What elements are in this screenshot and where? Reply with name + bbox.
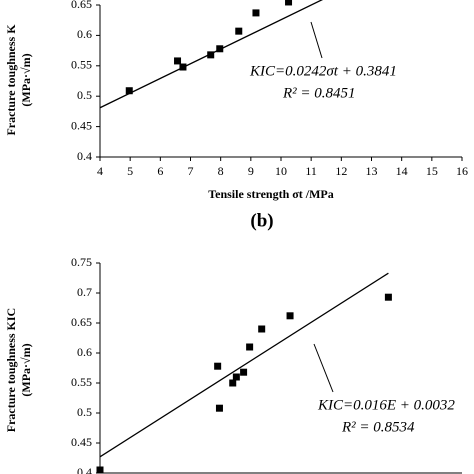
y-tick-label: 0.45 (71, 435, 92, 449)
y-tick-label: 0.4 (77, 149, 92, 163)
point (252, 9, 260, 17)
y-tick-label: 0.6 (77, 345, 92, 359)
point (235, 27, 243, 35)
x-tick-label: 4 (97, 164, 103, 178)
x-axis-label: Tensile strength σt /MPa (208, 187, 334, 201)
x-tick-label: 11 (305, 164, 317, 178)
x-tick-label: 5 (127, 164, 133, 178)
point (215, 404, 223, 412)
y-tick-label: 0.6 (77, 27, 92, 41)
leader-line (313, 343, 334, 393)
y-tick-label: 0.65 (71, 315, 92, 329)
y-tick-label: 0.75 (71, 255, 92, 269)
annotation: R² = 0.8451 (282, 85, 356, 101)
annotation: KIC=0.016E + 0.0032 (317, 397, 455, 413)
annotation: R² = 0.8534 (341, 419, 415, 435)
y-axis-label: Fracture toughness KIC (4, 308, 18, 432)
y-tick-label: 0.65 (71, 0, 92, 11)
point (179, 63, 187, 71)
y-tick-label: 0.7 (77, 285, 92, 299)
point (240, 368, 248, 376)
point (232, 373, 240, 381)
point (216, 45, 224, 53)
point (246, 343, 254, 351)
x-tick-label: 13 (366, 164, 378, 178)
caption: (b) (250, 210, 273, 231)
point (258, 325, 266, 333)
point (207, 51, 215, 59)
point (285, 0, 293, 6)
point (125, 87, 133, 95)
x-tick-label: 6 (157, 164, 163, 178)
x-tick-label: 7 (188, 164, 194, 178)
x-tick-label: 8 (218, 164, 224, 178)
annotation: KIC=0.0242σt + 0.3841 (249, 63, 397, 79)
x-tick-label: 12 (335, 164, 347, 178)
point (214, 362, 222, 370)
y-tick-label: 0.55 (71, 375, 92, 389)
point (229, 379, 237, 387)
x-tick-label: 15 (426, 164, 438, 178)
y-axis-unit: (MPa·√m) (19, 53, 33, 106)
point (96, 466, 104, 474)
point (286, 312, 294, 320)
y-axis-label: Fracture toughness K (4, 24, 18, 136)
y-tick-label: 0.5 (77, 88, 92, 102)
point (384, 293, 392, 301)
y-tick-label: 0.5 (77, 405, 92, 419)
x-tick-label: 9 (248, 164, 254, 178)
y-tick-label: 0.55 (71, 58, 92, 72)
x-tick-label: 10 (275, 164, 287, 178)
x-tick-label: 14 (396, 164, 408, 178)
trendline (99, 272, 389, 458)
y-tick-label: 0.45 (71, 118, 92, 132)
point (174, 57, 182, 65)
y-axis-unit: (MPa·√m) (19, 343, 33, 396)
x-tick-label: 16 (456, 164, 468, 178)
y-tick-label: 0.4 (77, 465, 92, 474)
leader-line (310, 21, 323, 59)
